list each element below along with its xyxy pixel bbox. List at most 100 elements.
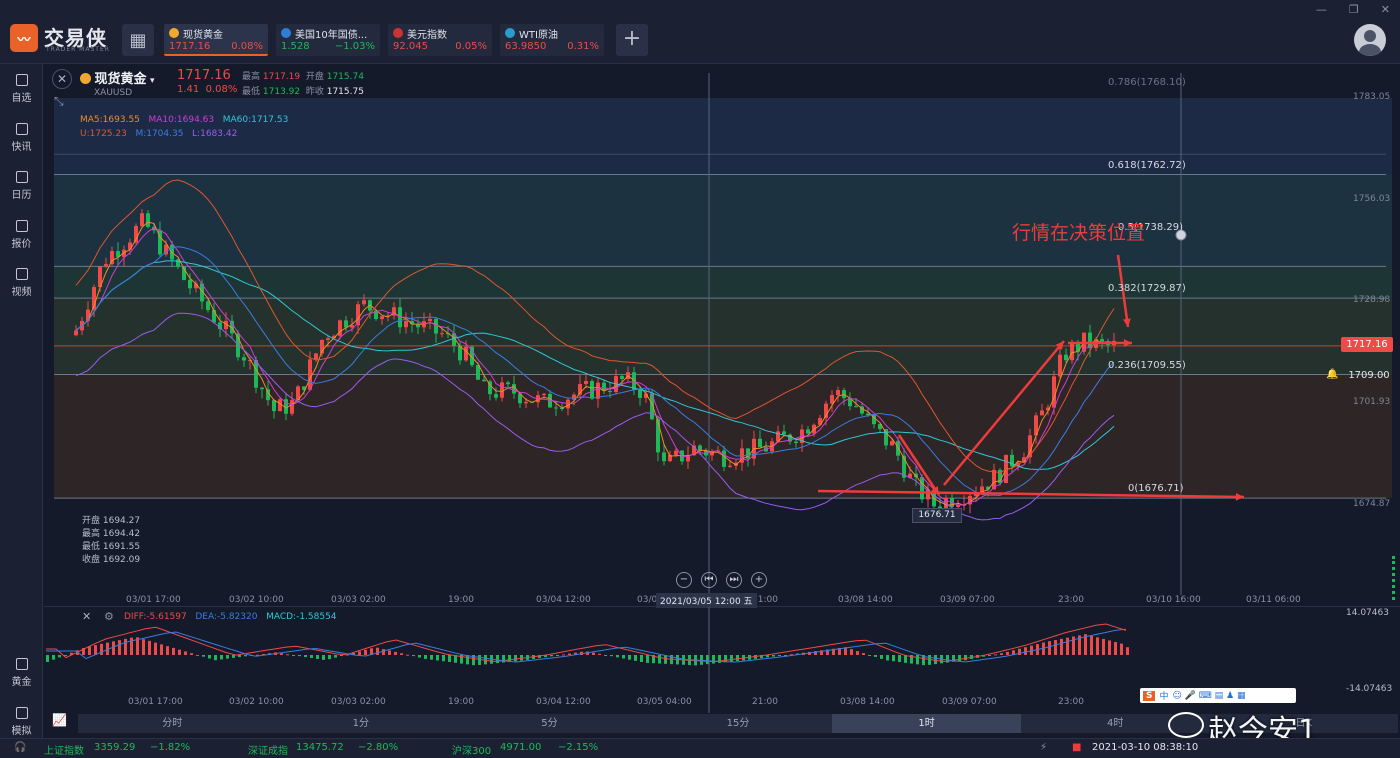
gear-icon[interactable]: ⚙: [104, 610, 114, 623]
macd-bar: [1060, 638, 1063, 655]
index2-name[interactable]: 深证成指: [248, 746, 288, 757]
draw-tool-icon[interactable]: ⤡: [54, 94, 64, 108]
candle-body: [482, 379, 486, 382]
signal-icon[interactable]: ⚡: [1040, 742, 1048, 753]
ime-toolbar[interactable]: S 中 ☺ 🎤 ⌨ ▤ ♟ ▦: [1140, 688, 1296, 703]
candle-body: [548, 393, 552, 408]
macd-bar: [88, 646, 91, 655]
restore-icon[interactable]: ❐: [1348, 3, 1359, 16]
candle-body: [290, 400, 294, 414]
macd-x-tick: 03/01 17:00: [128, 697, 183, 707]
nav-item-6[interactable]: 模拟: [0, 701, 43, 741]
candlestick-chart[interactable]: [44, 65, 1400, 605]
index1-name[interactable]: 上证指数: [44, 746, 84, 757]
candle-body: [1034, 415, 1038, 436]
minimize-icon[interactable]: —: [1315, 3, 1327, 16]
timeframe-3[interactable]: 15分: [726, 718, 750, 729]
candle-body: [476, 365, 480, 380]
nav-item-1[interactable]: 快讯: [0, 117, 43, 157]
quote-tab-price: 63.9850: [505, 41, 547, 52]
oil-drop-icon: [505, 28, 515, 38]
macd-bar: [46, 655, 49, 663]
macd-bar: [256, 654, 259, 656]
fib-zone: [54, 298, 1392, 375]
indicator-icon[interactable]: 📈: [52, 713, 67, 727]
macd-bar: [904, 655, 907, 663]
ime-lang[interactable]: 中: [1159, 692, 1169, 702]
timeframe-4[interactable]: 1时: [832, 714, 1021, 733]
quote-tab-2[interactable]: 美元指数 92.045 0.05%: [388, 24, 492, 56]
skip-forward-icon[interactable]: ⏭: [726, 572, 742, 588]
user-avatar[interactable]: [1354, 24, 1386, 56]
arrow-pointer-head: [1123, 318, 1131, 327]
timeframe-5[interactable]: 4时: [1106, 718, 1124, 729]
chart-annotation: 行情在决策位置: [1012, 222, 1146, 244]
macd-bar: [994, 654, 997, 656]
macd-bar: [550, 655, 553, 657]
macd-bar: [1090, 635, 1093, 655]
index3-name[interactable]: 沪深300: [452, 746, 492, 757]
nav-item-label: 自选: [11, 93, 32, 104]
quote-tab-name: WTI原油: [519, 29, 558, 41]
symbol-header[interactable]: 现货黄金 ▾ XAUUSD: [80, 68, 155, 98]
candle-body: [980, 486, 984, 494]
chevron-down-icon[interactable]: ▾: [150, 76, 155, 86]
macd-panel[interactable]: [44, 606, 1400, 713]
macd-bar: [706, 655, 709, 665]
headset-icon[interactable]: 🎧: [14, 742, 27, 753]
timeframe-6[interactable]: 日K: [1295, 718, 1313, 729]
timeframe-1[interactable]: 1分: [352, 718, 370, 729]
macd-bar: [916, 655, 919, 665]
nav-item-5[interactable]: 黄金: [0, 652, 43, 692]
macd-bar: [166, 646, 169, 655]
candle-body: [248, 359, 252, 361]
zoom-in-icon[interactable]: +: [751, 572, 767, 588]
trend-icon: [15, 220, 28, 232]
x-axis-tick: 03/08 14:00: [838, 595, 893, 605]
macd-bar: [388, 650, 391, 655]
timeframe-2[interactable]: 5分: [541, 718, 558, 729]
quote-tab-price: 1717.16: [169, 41, 211, 52]
skip-back-icon[interactable]: ⏮: [701, 572, 717, 588]
macd-bar: [196, 654, 199, 656]
macd-bar: [214, 655, 217, 661]
close-chart-icon[interactable]: ✕: [52, 69, 72, 89]
scroll-indicator[interactable]: [1392, 556, 1398, 600]
macd-chart[interactable]: [44, 607, 1400, 713]
candle-body: [728, 465, 732, 467]
index1-value: 3359.29: [94, 742, 136, 753]
quote-tab-1[interactable]: 美国10年国债... 1.528 −1.03%: [276, 24, 380, 56]
candle-body: [122, 249, 126, 257]
cursor-time-label: 2021/03/05 12:00 五: [656, 593, 757, 608]
symbol-name[interactable]: 现货黄金: [94, 72, 147, 87]
nav-item-0[interactable]: 自选: [0, 68, 43, 108]
zoom-out-icon[interactable]: −: [676, 572, 692, 588]
boll-legend: U:1725.23 M:1704.35 L:1683.42: [80, 129, 237, 139]
macd-bar: [346, 654, 349, 656]
macd-x-tick: 03/09 07:00: [942, 697, 997, 707]
y-axis-tick: 1701.93: [1353, 397, 1391, 408]
close-macd-icon[interactable]: ✕: [82, 610, 92, 623]
open-value: 1715.74: [326, 72, 364, 82]
macd-bar: [778, 655, 781, 656]
quote-tab-0[interactable]: 现货黄金 1717.16 0.08%: [164, 24, 268, 56]
macd-bar: [154, 642, 157, 655]
price-chart[interactable]: [44, 65, 1400, 605]
layout-grid-button[interactable]: ▦: [122, 24, 154, 56]
bell-icon[interactable]: 🔔: [1326, 369, 1339, 380]
candle-body: [86, 309, 90, 321]
news-icon: [15, 123, 28, 135]
nav-item-4[interactable]: 视频: [0, 262, 43, 302]
candle-body: [164, 244, 168, 255]
add-quote-button[interactable]: +: [616, 24, 648, 56]
macd-bar: [868, 655, 871, 656]
nav-item-3[interactable]: 报价: [0, 214, 43, 254]
macd-bar: [1042, 642, 1045, 655]
quote-tab-3[interactable]: WTI原油 63.9850 0.31%: [500, 24, 604, 56]
close-window-icon[interactable]: ✕: [1380, 3, 1390, 16]
timeframe-0[interactable]: 分时: [162, 718, 183, 729]
arrow-right-bottom: [817, 489, 1245, 499]
macd-bar: [82, 647, 85, 655]
alert-price-tag[interactable]: 1709.00: [1348, 370, 1390, 381]
nav-item-2[interactable]: 日历: [0, 165, 43, 205]
